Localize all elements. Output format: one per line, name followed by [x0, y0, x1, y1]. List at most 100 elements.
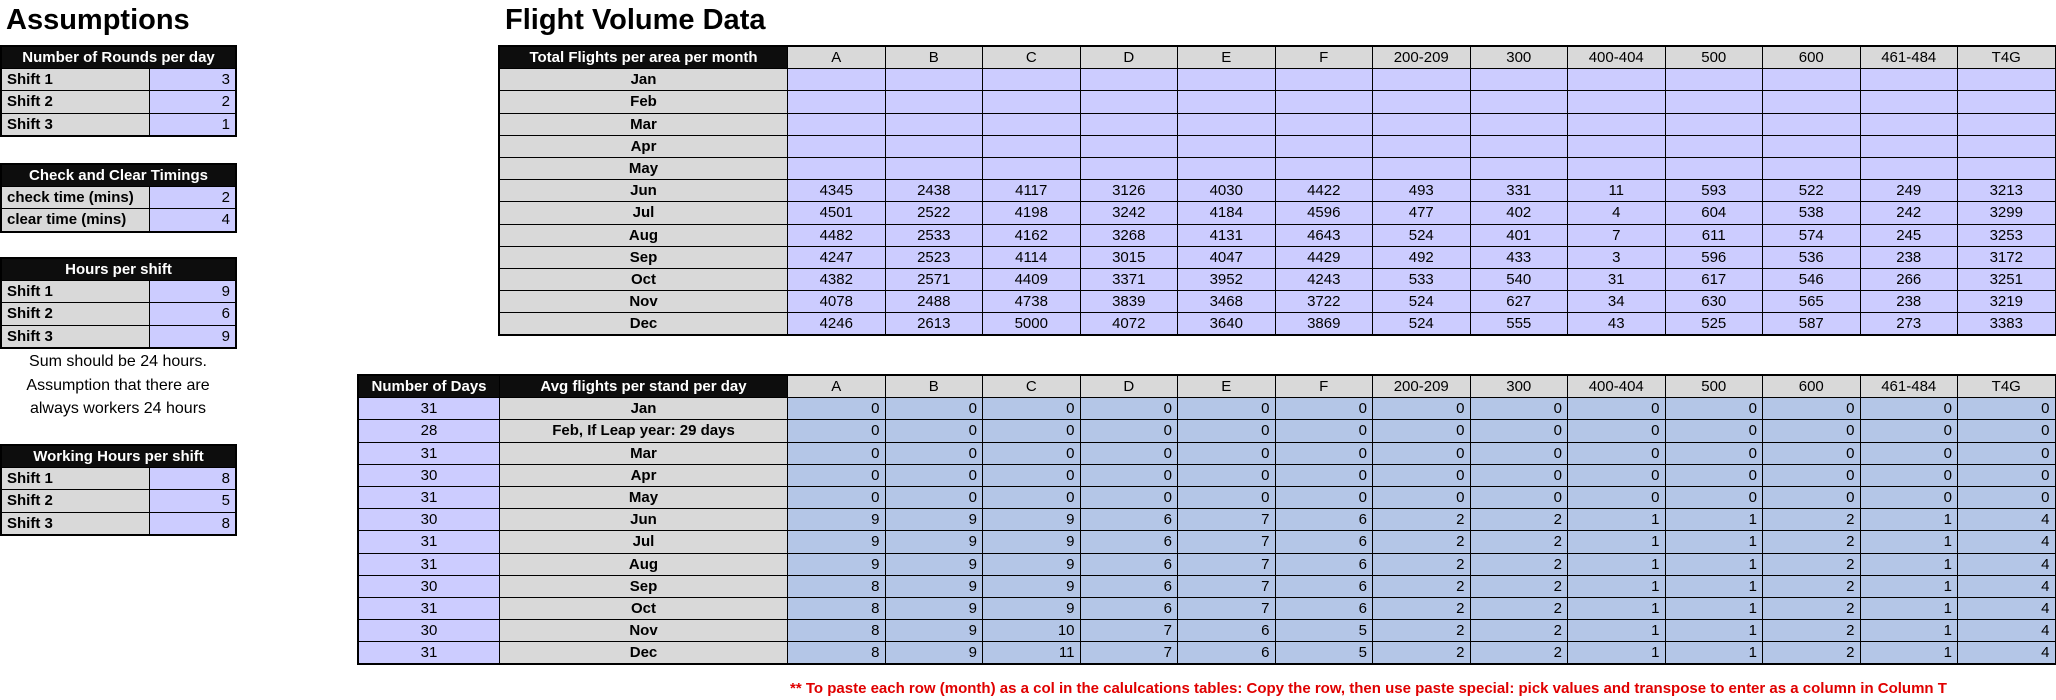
cell[interactable]	[1859, 68, 1958, 92]
cell[interactable]: 0	[1762, 419, 1861, 443]
cell[interactable]: 1	[1567, 574, 1666, 598]
cell[interactable]: 2	[1372, 552, 1471, 576]
cell[interactable]: 9	[884, 530, 983, 554]
cell[interactable]: 9	[884, 574, 983, 598]
cell[interactable]: 0	[982, 397, 1081, 421]
cell[interactable]: 2571	[884, 267, 983, 292]
cell[interactable]	[884, 112, 983, 136]
cell[interactable]: 0	[1567, 441, 1666, 465]
cell[interactable]: 8	[787, 619, 886, 643]
cell[interactable]: 546	[1762, 267, 1861, 292]
cell[interactable]: 4345	[787, 179, 886, 203]
cell[interactable]	[1079, 90, 1178, 114]
cell[interactable]: 5000	[982, 312, 1081, 336]
cell[interactable]: 0	[1177, 397, 1276, 421]
cell[interactable]: 9	[982, 552, 1081, 576]
cell[interactable]: 596	[1664, 245, 1763, 269]
cell[interactable]	[1469, 112, 1568, 136]
cell[interactable]: 249	[1859, 179, 1958, 203]
cell[interactable]: 3869	[1274, 312, 1373, 336]
cell[interactable]: 3	[1567, 245, 1666, 269]
cell[interactable]: 4131	[1177, 223, 1276, 247]
cell[interactable]: Shift 3	[1, 511, 150, 535]
cell[interactable]: 2	[1372, 641, 1471, 665]
cell[interactable]: 245	[1859, 223, 1958, 247]
cell[interactable]: 9	[982, 508, 1081, 532]
cell[interactable]: 242	[1859, 201, 1958, 225]
cell[interactable]: 3371	[1079, 267, 1178, 292]
days-cell[interactable]: 31	[358, 530, 500, 554]
days-cell[interactable]: 31	[358, 441, 500, 465]
cell[interactable]: 4117	[982, 179, 1081, 203]
days-cell[interactable]: 30	[358, 463, 500, 487]
cell[interactable]: 6	[1079, 508, 1178, 532]
cell[interactable]: 5	[1274, 641, 1373, 665]
cell[interactable]: 2438	[884, 179, 983, 203]
days-cell[interactable]: 31	[358, 485, 500, 510]
cell[interactable]: 0	[1079, 397, 1178, 421]
cell[interactable]: 0	[1177, 463, 1276, 487]
cell[interactable]: 2	[1372, 574, 1471, 598]
cell[interactable]	[1664, 156, 1763, 181]
cell[interactable]: 4	[1957, 552, 2056, 576]
cell[interactable]	[884, 90, 983, 114]
cell[interactable]: 0	[1372, 463, 1471, 487]
cell[interactable]: 0	[884, 419, 983, 443]
cell[interactable]: 8	[148, 511, 237, 535]
cell[interactable]	[1274, 90, 1373, 114]
cell[interactable]: 7	[1177, 552, 1276, 576]
days-cell[interactable]: 30	[358, 574, 500, 598]
cell[interactable]: 1	[1859, 574, 1958, 598]
cell[interactable]: 4	[1957, 641, 2056, 665]
cell[interactable]: 4114	[982, 245, 1081, 269]
cell[interactable]	[1762, 156, 1861, 181]
cell[interactable]: 4	[1957, 530, 2056, 554]
days-cell[interactable]: 30	[358, 508, 500, 532]
cell[interactable]	[1957, 112, 2056, 136]
cell[interactable]	[982, 90, 1081, 114]
cell[interactable]	[1274, 134, 1373, 158]
cell[interactable]: 536	[1762, 245, 1861, 269]
cell[interactable]: 11	[982, 641, 1081, 665]
cell[interactable]: 538	[1762, 201, 1861, 225]
cell[interactable]: 4	[148, 208, 237, 232]
cell[interactable]	[1664, 90, 1763, 114]
cell[interactable]: 3268	[1079, 223, 1178, 247]
cell[interactable]: Shift 2	[1, 90, 150, 114]
cell[interactable]	[1664, 134, 1763, 158]
cell[interactable]: 7	[1079, 641, 1178, 665]
cell[interactable]: 9	[982, 530, 1081, 554]
cell[interactable]: 5	[148, 489, 237, 513]
cell[interactable]: Shift 2	[1, 489, 150, 513]
cell[interactable]: 4243	[1274, 267, 1373, 292]
cell[interactable]: 2	[1469, 508, 1568, 532]
cell[interactable]: 1	[1664, 574, 1763, 598]
cell[interactable]: 0	[1274, 441, 1373, 465]
cell[interactable]: 6	[1079, 530, 1178, 554]
cell[interactable]: 0	[1957, 397, 2056, 421]
cell[interactable]: 0	[1079, 485, 1178, 510]
cell[interactable]: Shift 3	[1, 112, 150, 136]
cell[interactable]: 2	[1372, 596, 1471, 621]
cell[interactable]: 7	[1567, 223, 1666, 247]
cell[interactable]: 401	[1469, 223, 1568, 247]
cell[interactable]: 6	[1177, 641, 1276, 665]
cell[interactable]	[1859, 156, 1958, 181]
cell[interactable]: 0	[1762, 485, 1861, 510]
cell[interactable]: 3640	[1177, 312, 1276, 336]
cell[interactable]: clear time (mins)	[1, 208, 150, 232]
cell[interactable]	[982, 112, 1081, 136]
cell[interactable]: 1	[1664, 596, 1763, 621]
cell[interactable]: 2	[1469, 552, 1568, 576]
cell[interactable]	[982, 134, 1081, 158]
cell[interactable]: 2	[1469, 530, 1568, 554]
cell[interactable]: 5	[1274, 619, 1373, 643]
cell[interactable]: 402	[1469, 201, 1568, 225]
cell[interactable]: 9	[884, 619, 983, 643]
cell[interactable]: 0	[1762, 463, 1861, 487]
cell[interactable]: 524	[1372, 223, 1471, 247]
cell[interactable]: Shift 2	[1, 302, 150, 326]
cell[interactable]: 1	[1664, 619, 1763, 643]
cell[interactable]: 0	[1664, 441, 1763, 465]
cell[interactable]: 0	[1664, 419, 1763, 443]
